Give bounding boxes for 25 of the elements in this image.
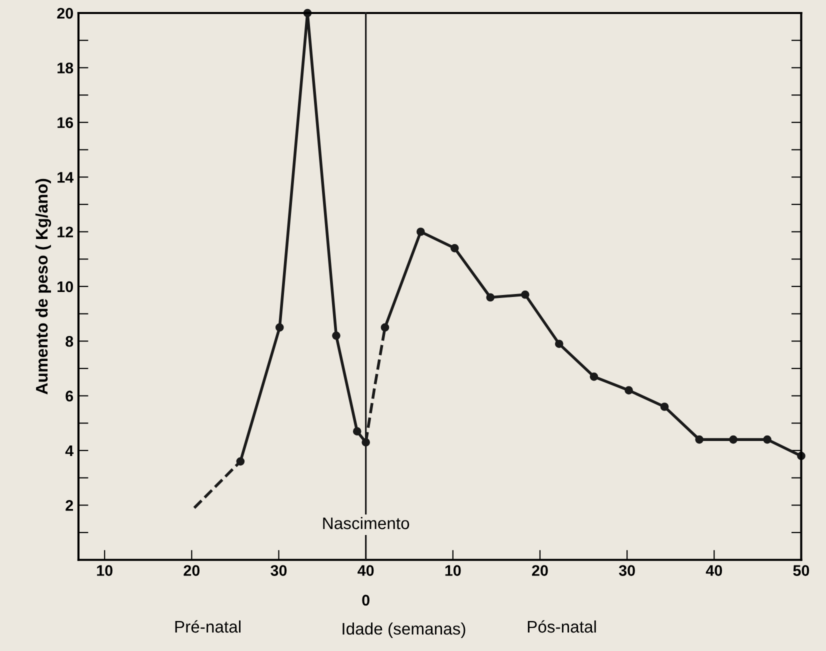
x-tick-label: 20 bbox=[532, 565, 548, 576]
x-tick-label: 30 bbox=[618, 565, 635, 576]
x-tick-label: 40 bbox=[706, 565, 722, 576]
y-tick-label: 6 bbox=[66, 390, 74, 402]
y-tick-label: 18 bbox=[58, 62, 74, 74]
y-axis-title: Aumento de peso ( Kg/ano) bbox=[35, 178, 52, 394]
y-tick-label: 20 bbox=[57, 8, 73, 19]
x-tick-label: 30 bbox=[270, 565, 287, 576]
y-tick-label: 4 bbox=[65, 446, 74, 456]
y-tick-label: 12 bbox=[58, 226, 73, 238]
x-axis-title: Idade (semanas) bbox=[342, 622, 466, 638]
x-tick-label: 50 bbox=[793, 565, 810, 576]
y-tick-label: 14 bbox=[58, 172, 74, 183]
y-tick-label: 16 bbox=[58, 117, 74, 128]
text: Pré-natal bbox=[175, 620, 240, 633]
x-tick-label: 20 bbox=[184, 565, 200, 576]
x-tick-label: 10 bbox=[97, 565, 112, 576]
x-tick-label: 10 bbox=[445, 565, 461, 576]
y-tick-label: 10 bbox=[58, 281, 73, 292]
text: Pós-natal bbox=[528, 620, 596, 633]
y-tick-label: 2 bbox=[66, 500, 73, 511]
y-tick-label: 8 bbox=[66, 336, 74, 347]
ref-line-label: Nascimento bbox=[323, 516, 410, 530]
text: 0 bbox=[362, 594, 370, 606]
x-tick-label: 40 bbox=[358, 565, 374, 576]
